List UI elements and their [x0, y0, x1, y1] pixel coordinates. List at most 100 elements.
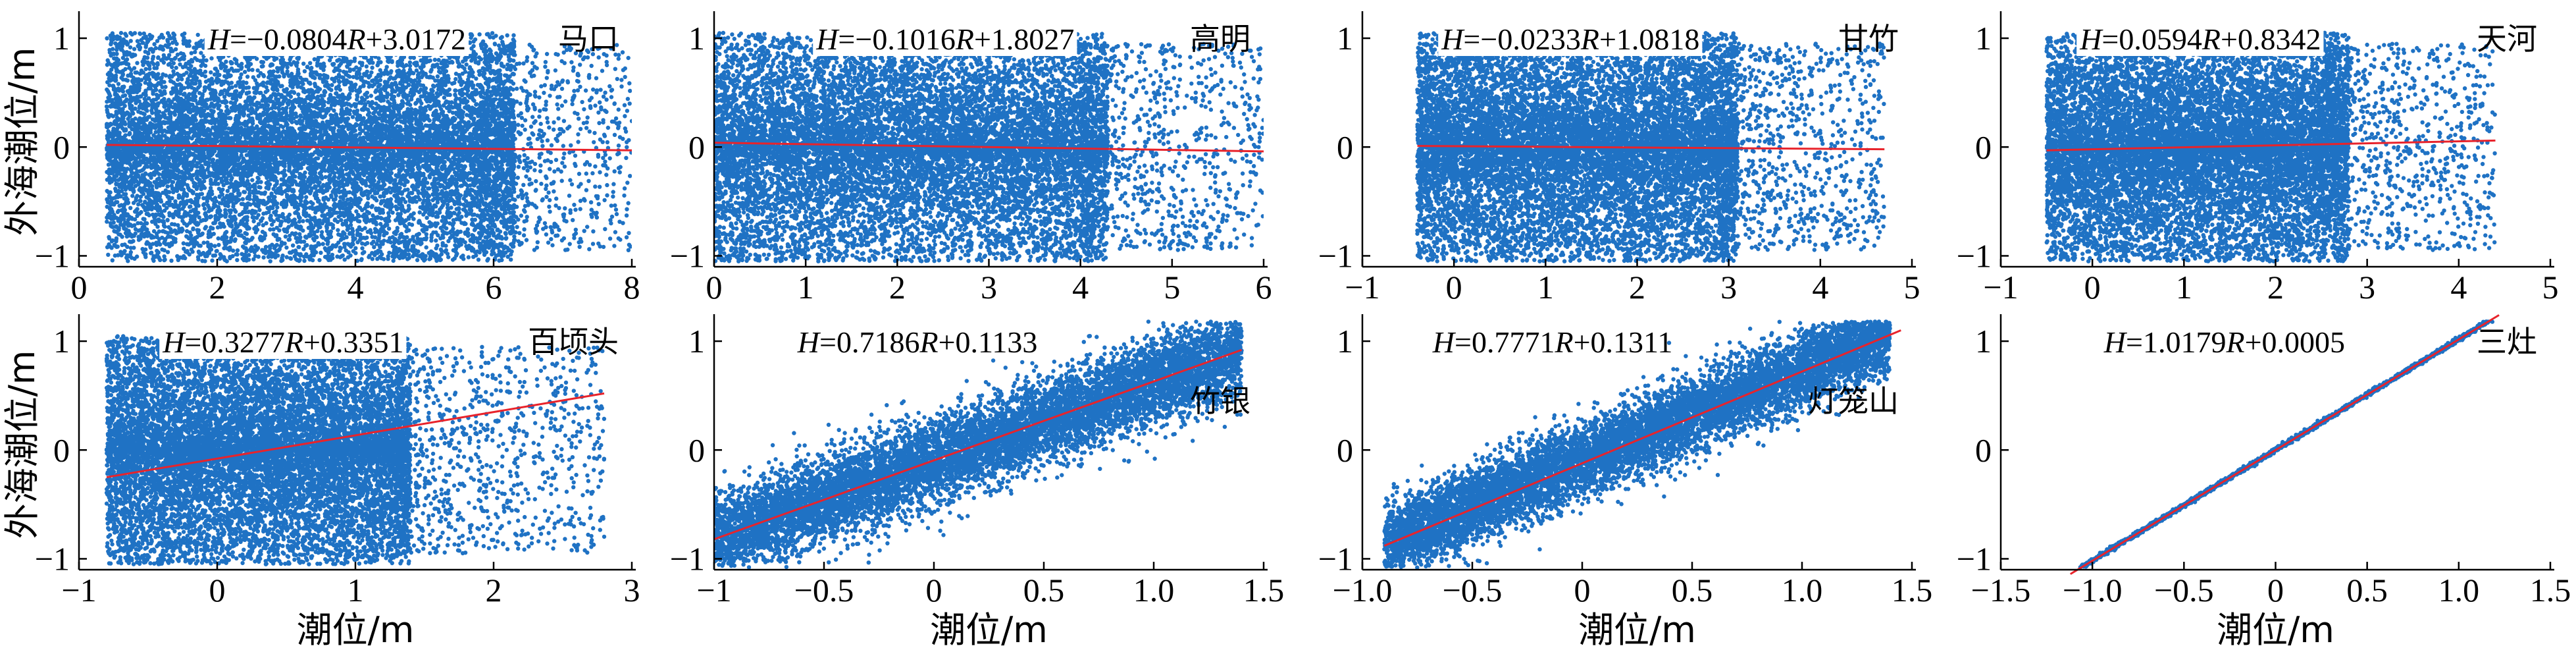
station-label: 三灶	[2477, 324, 2537, 360]
x-tick-label: 0	[926, 572, 942, 609]
y-tick-label: 1	[1975, 323, 1992, 360]
x-tick-label: 2	[2267, 269, 2284, 306]
y-tick-label: 0	[53, 128, 70, 165]
station-label: 竹银	[1190, 383, 1250, 419]
x-tick-label: 1	[2176, 269, 2192, 306]
scatter-points	[105, 334, 606, 566]
station-label: 灯笼山	[1808, 383, 1899, 419]
x-tick-label: 1.0	[1133, 572, 1175, 609]
y-tick-label: −1	[1318, 540, 1353, 577]
x-tick-label: 1	[1537, 269, 1554, 306]
xlabels: 潮位/m 潮位/m 潮位/m 潮位/m	[297, 609, 2334, 651]
fit-equation: H=−0.0233R+1.0818	[1441, 22, 1699, 56]
y-tick-label: 1	[688, 20, 705, 57]
x-tick-label: 1.5	[2530, 572, 2571, 609]
x-tick-label: 0	[1574, 572, 1591, 609]
x-tick-label: 0	[706, 269, 723, 306]
x-tick-label: 0	[209, 572, 226, 609]
fit-line	[1384, 331, 1901, 546]
panel-7: −1.0 −0.5 0 0.5 1.0 1.510−1H=0.7771R+0.1311灯笼…	[1318, 314, 1932, 609]
fit-equation: H=0.0594R+0.8342	[2079, 22, 2321, 56]
x-tick-label: 1.5	[1892, 572, 1933, 609]
station-label: 百顷头	[528, 324, 619, 360]
x-tick-label: 6	[486, 269, 502, 306]
y-tick-label: 0	[1975, 128, 1992, 165]
panel-4: −1 0 1 2 3 4 510−1H=0.0594R+0.8342 天河	[1957, 11, 2559, 306]
x-tick-label: 1.5	[1243, 572, 1285, 609]
fit-equation: H=0.7771R+0.1311	[1432, 325, 1673, 359]
y-tick-label: 0	[1337, 128, 1353, 165]
x-tick-label: 0	[71, 269, 88, 306]
x-tick-label: 3	[981, 269, 997, 306]
y-tick-label: 1	[1337, 20, 1353, 57]
x-tick-label: 2	[486, 572, 502, 609]
y-tick-label: 1	[1337, 323, 1353, 360]
y-tick-label: −1	[670, 540, 705, 577]
x-tick-label: 4	[1812, 269, 1828, 306]
x-tick-label: 4	[2450, 269, 2467, 306]
y-tick-label: 0	[688, 431, 705, 468]
x-tick-label: 4	[1072, 269, 1089, 306]
panels: 0 2 4 6 810−1H=−0.0804R+3.0172 马口0 1 2 3 4 5 610−1H…	[35, 11, 2571, 609]
panel-2: 0 1 2 3 4 5 610−1H=−0.1016R+1.8027 高明	[670, 11, 1272, 306]
x-tick-label: 0	[2084, 269, 2101, 306]
y-tick-label: −1	[670, 237, 705, 274]
x-tick-label: 0	[2267, 572, 2284, 609]
x-axis-title: 潮位/m	[1578, 609, 1696, 651]
ylabel-top: 外海潮位/m	[1, 47, 43, 236]
x-tick-label: −0.5	[794, 572, 854, 609]
y-tick-label: 1	[53, 20, 70, 57]
x-axis-title: 潮位/m	[2217, 609, 2334, 651]
fit-equation: H=−0.1016R+1.8027	[815, 22, 1074, 56]
fit-equation: H=0.7186R+0.1133	[797, 325, 1038, 359]
y-tick-label: 1	[1975, 20, 1992, 57]
x-tick-label: 3	[624, 572, 640, 609]
x-tick-label: 6	[1256, 269, 1272, 306]
y-tick-label: 1	[688, 323, 705, 360]
y-tick-label: −1	[1957, 237, 1992, 274]
x-tick-label: −0.5	[1443, 572, 1503, 609]
y-tick-label: 0	[688, 128, 705, 165]
x-tick-label: 3	[1720, 269, 1737, 306]
station-label: 高明	[1190, 21, 1250, 57]
x-tick-label: 0.5	[1672, 572, 1713, 609]
point-cloud	[2044, 31, 2497, 263]
ylabel-bottom: 外海潮位/m	[1, 350, 43, 539]
x-tick-label: 0.5	[2346, 572, 2388, 609]
x-tick-label: 5	[1164, 269, 1180, 306]
x-tick-label: 8	[624, 269, 640, 306]
x-axis-title: 潮位/m	[930, 609, 1048, 651]
x-tick-label: 2	[209, 269, 226, 306]
x-tick-label: 2	[1629, 269, 1645, 306]
panel-3: −1 0 1 2 3 4 510−1H=−0.0233R+1.0818 甘竹	[1318, 11, 1920, 306]
x-axis-title: 潮位/m	[297, 609, 415, 651]
x-tick-label: 3	[2359, 269, 2375, 306]
y-tick-label: −1	[1318, 237, 1353, 274]
station-label: 马口	[558, 21, 619, 57]
x-tick-label: 1.0	[1782, 572, 1823, 609]
fit-equation: H=−0.0804R+3.0172	[207, 22, 466, 56]
y-tick-label: −1	[35, 237, 70, 274]
x-tick-label: −0.5	[2154, 572, 2214, 609]
point-cloud	[105, 334, 606, 566]
scatter-points	[2044, 31, 2497, 263]
y-tick-label: −1	[35, 540, 70, 577]
station-label: 甘竹	[1838, 21, 1899, 57]
x-tick-label: 5	[2542, 269, 2559, 306]
y-tick-label: 1	[53, 323, 70, 360]
x-tick-label: 0	[1446, 269, 1462, 306]
panel-1: 0 2 4 6 810−1H=−0.0804R+3.0172 马口	[35, 11, 640, 306]
y-tick-label: 0	[53, 431, 70, 468]
panel-5: −1 0 1 2 310−1H=0.3277R+0.3351 百顷头	[35, 314, 640, 609]
fit-equation: H=1.0179R+0.0005	[2103, 325, 2345, 359]
x-tick-label: 2	[889, 269, 906, 306]
y-tick-label: −1	[1957, 540, 1992, 577]
x-tick-label: 5	[1904, 269, 1920, 306]
x-tick-label: 1	[348, 572, 364, 609]
y-axis-title: 外海潮位/m	[1, 47, 43, 236]
x-tick-label: 1.0	[2438, 572, 2480, 609]
x-tick-label: −1.0	[2063, 572, 2123, 609]
y-tick-label: 0	[1975, 431, 1992, 468]
